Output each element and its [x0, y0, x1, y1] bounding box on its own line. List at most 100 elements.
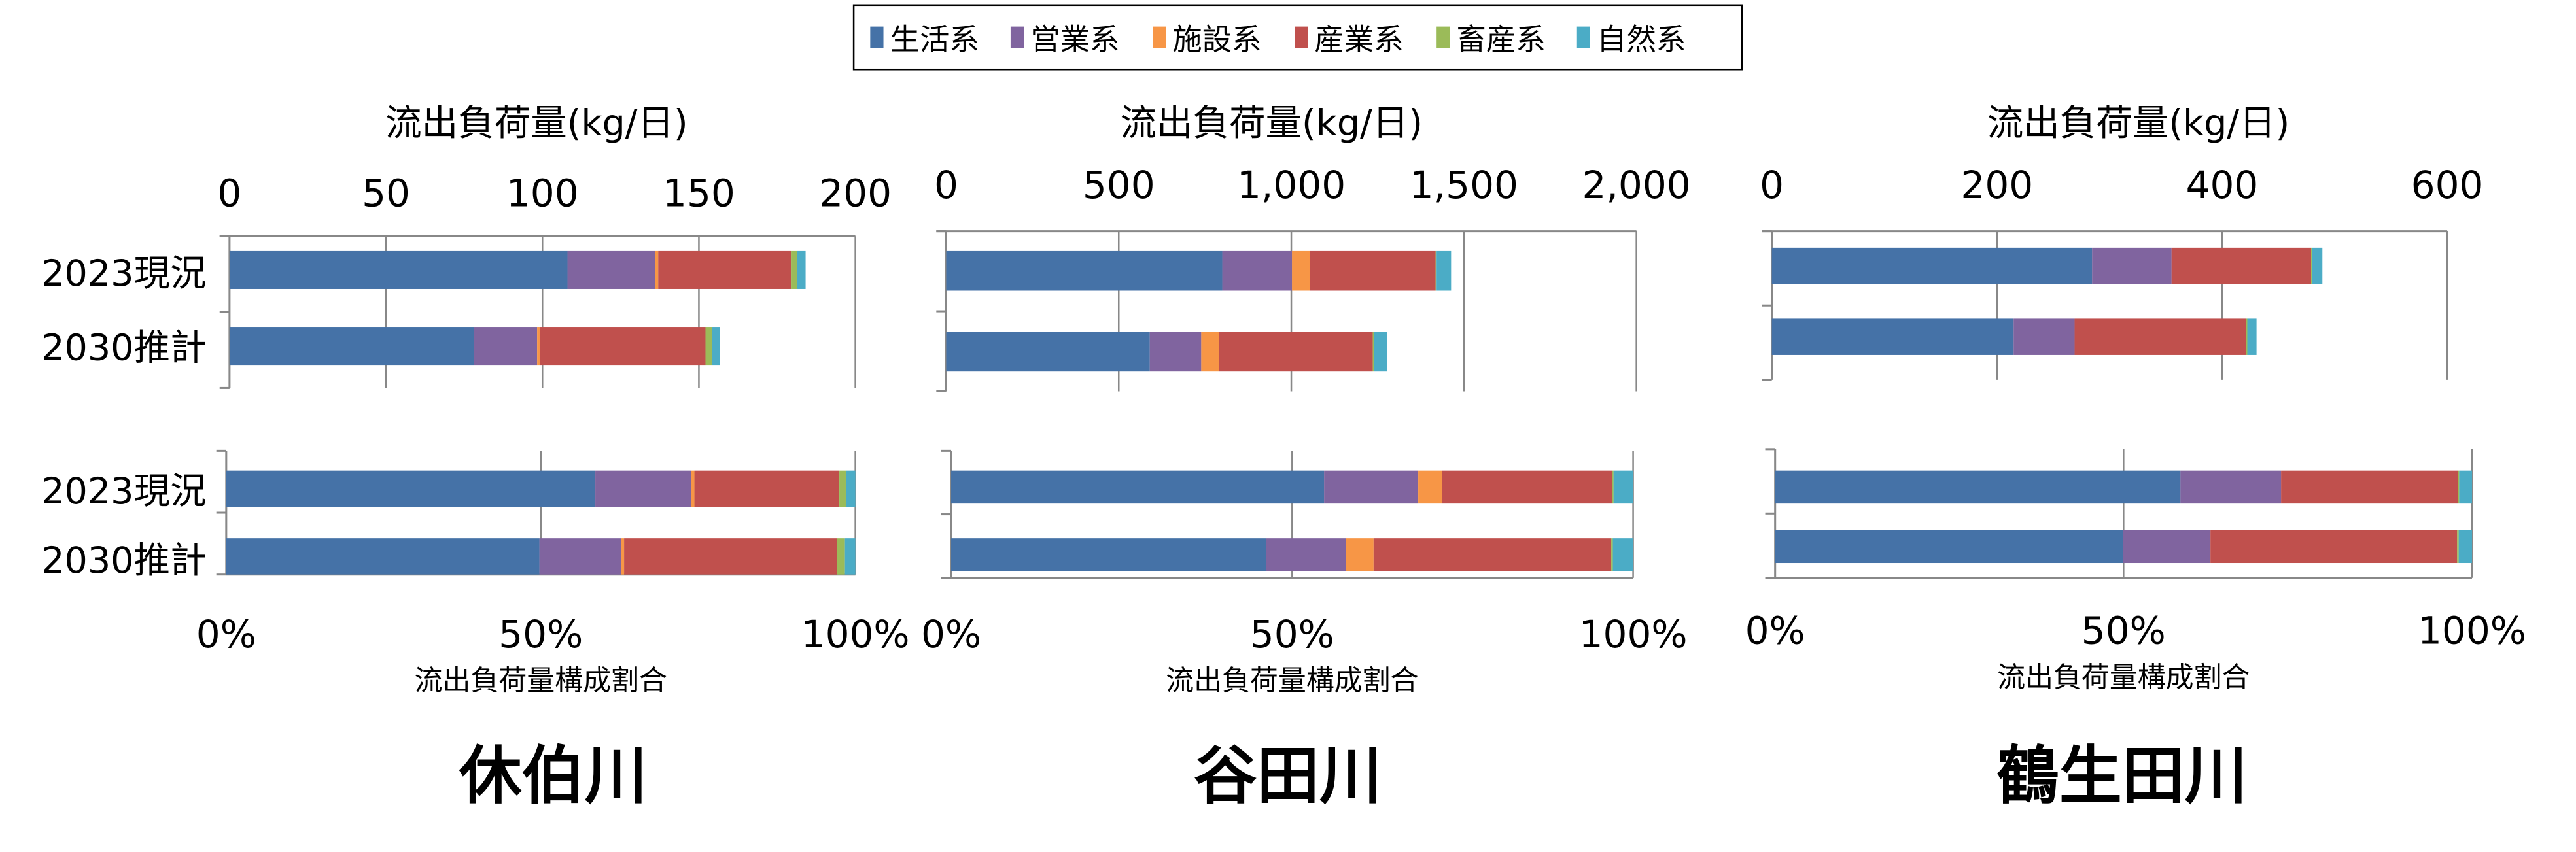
bar-segment-畜産系	[1372, 332, 1374, 372]
load-axis-title: 流出負荷量(kg/日)	[385, 102, 688, 145]
bar-segment-産業系	[1219, 332, 1373, 372]
legend-label: 施設系	[1172, 22, 1261, 57]
share-tick-label: 100%	[2418, 609, 2526, 653]
bar-segment-生活系	[229, 250, 568, 289]
chart-3: 流出負荷量(kg/日) 0 200 400 600 0% 50% 100% 流出負荷量構成割合鶴…	[1745, 102, 2526, 812]
load-tick-label: 0	[934, 163, 958, 207]
legend: 生活系 営業系 施設系 産業系 畜産系 自然系	[852, 4, 1743, 71]
legend-label: 営業系	[1030, 22, 1119, 57]
bar-segment-自然系	[2247, 318, 2257, 355]
share-tick-label: 0%	[196, 612, 256, 656]
river-name: 谷田川	[1194, 739, 1382, 812]
legend-label: 産業系	[1314, 22, 1403, 57]
load-tick-label: 0	[217, 171, 241, 216]
load-tick-label: 200	[819, 171, 892, 216]
share-segment-産業系	[624, 538, 837, 575]
share-segment-施設系	[621, 538, 625, 575]
bar-segment-畜産系	[705, 327, 712, 366]
legend-label: 自然系	[1597, 22, 1686, 57]
load-tick-label: 200	[1960, 163, 2033, 207]
share-segment-畜産系	[2458, 470, 2460, 504]
share-segment-自然系	[2458, 530, 2472, 564]
share-segment-産業系	[1373, 538, 1612, 571]
share-segment-産業系	[694, 470, 840, 507]
load-tick-label: 2,000	[1582, 163, 1691, 207]
load-tick-label: 600	[2411, 163, 2484, 207]
share-tick-label: 50%	[498, 612, 583, 656]
bar-segment-生活系	[229, 327, 474, 366]
bar-segment-産業系	[1310, 250, 1436, 291]
load-tick-label: 50	[362, 171, 410, 216]
load-axis-title: 流出負荷量(kg/日)	[1120, 102, 1423, 145]
bar-segment-自然系	[1436, 250, 1452, 291]
legend-swatch	[1010, 26, 1024, 48]
bar-segment-自然系	[797, 250, 806, 289]
river-name: 休伯川	[459, 739, 648, 812]
bar-segment-生活系	[946, 250, 1223, 291]
share-segment-生活系	[951, 538, 1266, 571]
share-segment-畜産系	[2457, 530, 2459, 564]
share-segment-施設系	[1346, 538, 1374, 571]
share-tick-label: 100%	[801, 612, 910, 656]
bar-segment-営業系	[474, 327, 538, 366]
bar-segment-施設系	[537, 327, 540, 366]
share-segment-生活系	[226, 470, 596, 507]
category-label: 2023現況	[41, 470, 206, 513]
load-tick-label: 400	[2186, 163, 2259, 207]
share-segment-産業系	[2210, 530, 2458, 564]
share-segment-生活系	[1775, 530, 2123, 564]
share-segment-畜産系	[1612, 470, 1614, 504]
load-tick-label: 500	[1083, 163, 1155, 207]
share-segment-自然系	[2459, 470, 2472, 504]
bar-segment-畜産系	[791, 250, 797, 289]
load-tick-label: 100	[506, 171, 579, 216]
bar-segment-生活系	[1771, 247, 2093, 284]
bar-segment-生活系	[1771, 318, 2014, 355]
legend-swatch	[1295, 26, 1308, 48]
load-tick-label: 0	[1760, 163, 1784, 207]
chart-1: 流出負荷量(kg/日) 0 50 100 150 200 0% 50% 100% 流出負荷量構成割…	[41, 102, 909, 812]
legend-swatch	[1436, 26, 1450, 48]
share-tick-label: 50%	[2081, 609, 2166, 653]
load-axis-title: 流出負荷量(kg/日)	[1987, 102, 2290, 145]
share-segment-自然系	[845, 470, 856, 507]
share-axis-title: 流出負荷量構成割合	[415, 664, 667, 697]
bar-segment-営業系	[2013, 318, 2075, 355]
legend-label: 生活系	[890, 22, 979, 57]
share-segment-自然系	[1612, 538, 1633, 571]
bar-segment-畜産系	[2311, 247, 2312, 284]
share-segment-営業系	[595, 470, 691, 507]
share-segment-生活系	[1775, 470, 2181, 504]
share-segment-生活系	[226, 538, 540, 575]
share-segment-畜産系	[839, 470, 846, 507]
legend-swatch	[1153, 26, 1166, 48]
load-tick-label: 150	[663, 171, 735, 216]
share-axis-title: 流出負荷量構成割合	[1997, 661, 2250, 694]
bar-segment-畜産系	[2246, 318, 2248, 355]
share-segment-施設系	[1418, 470, 1442, 504]
river-name: 鶴生田川	[1996, 739, 2248, 812]
bar-segment-産業系	[2074, 318, 2246, 355]
share-tick-label: 50%	[1250, 612, 1334, 656]
category-label: 2023現況	[41, 252, 206, 295]
bar-segment-施設系	[1292, 250, 1310, 291]
bar-segment-施設系	[1201, 332, 1219, 372]
share-tick-label: 0%	[921, 612, 981, 656]
share-tick-label: 100%	[1579, 612, 1688, 656]
share-segment-営業系	[2180, 470, 2282, 504]
share-segment-施設系	[691, 470, 695, 507]
share-segment-生活系	[951, 470, 1325, 504]
legend-swatch	[1576, 26, 1590, 48]
legend-label: 畜産系	[1456, 22, 1545, 57]
bar-segment-産業系	[658, 250, 792, 289]
chart-2: 流出負荷量(kg/日) 0 500 1,000 1,500 2,000 0% 50% 100% 流…	[921, 102, 1691, 812]
bar-segment-生活系	[946, 332, 1150, 372]
load-tick-label: 1,000	[1237, 163, 1346, 207]
share-tick-label: 0%	[1745, 609, 1805, 653]
category-label: 2030推計	[41, 327, 206, 369]
share-segment-畜産系	[837, 538, 845, 575]
bar-segment-自然系	[712, 327, 720, 366]
share-segment-畜産系	[1611, 538, 1613, 571]
bar-segment-営業系	[1149, 332, 1202, 372]
